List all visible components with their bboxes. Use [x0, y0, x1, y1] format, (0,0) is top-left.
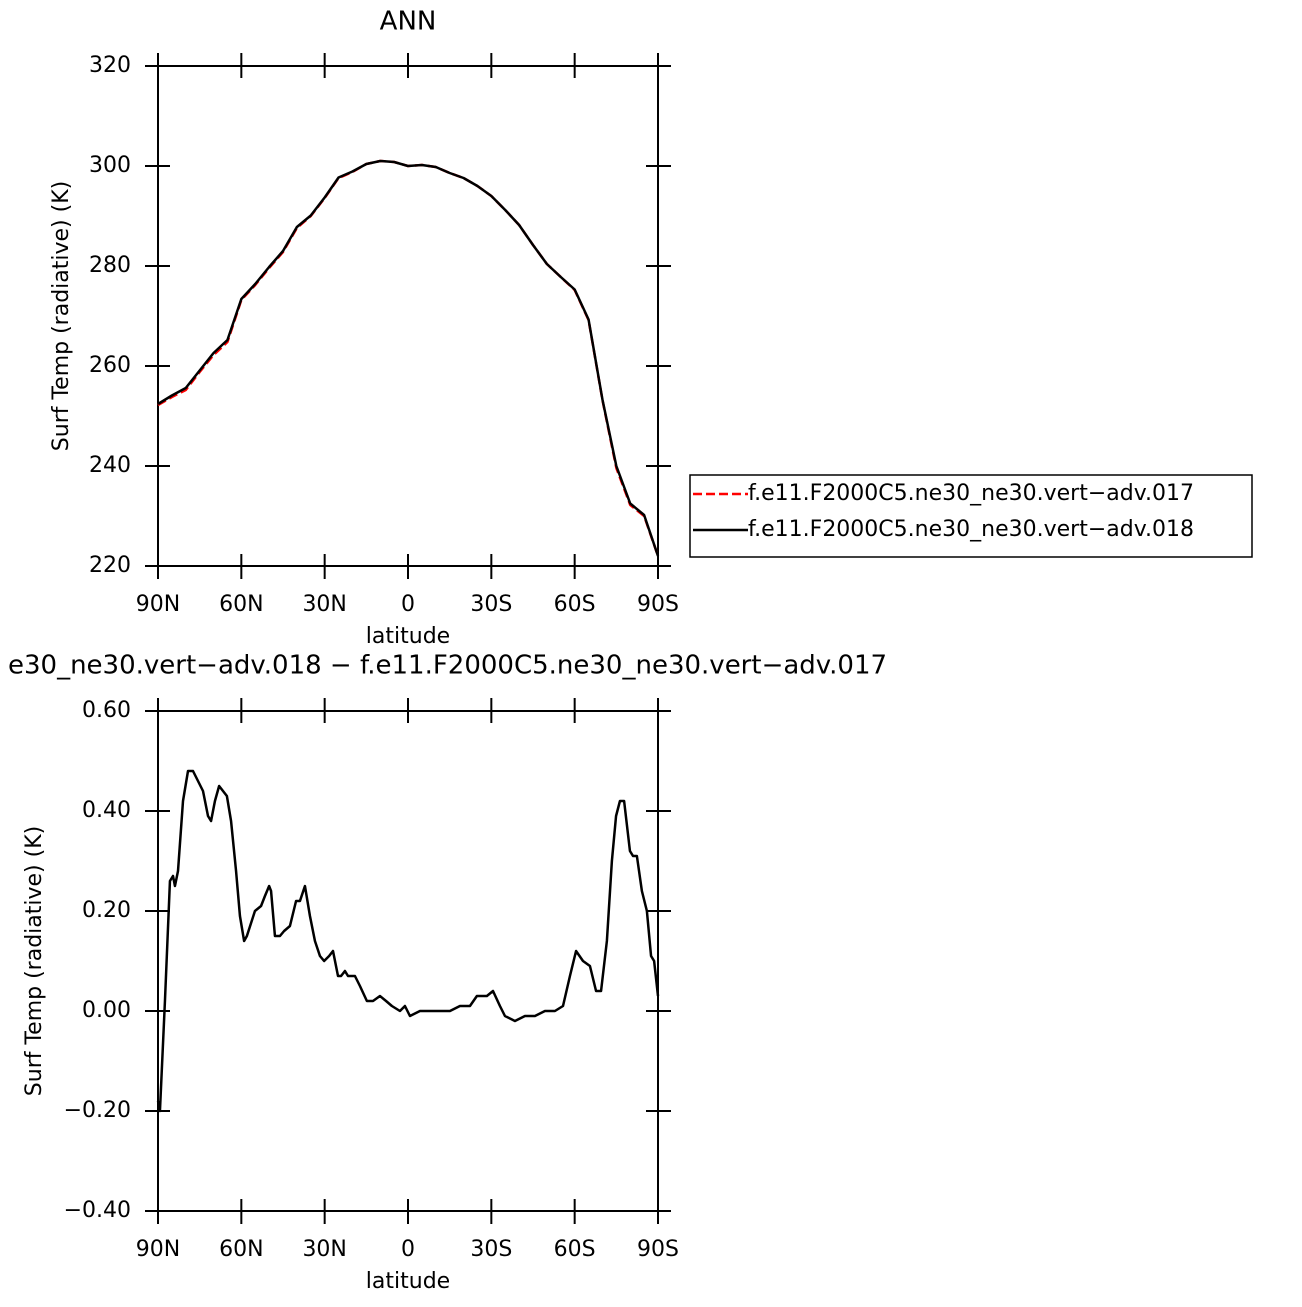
x-tick-label: 90N: [136, 1237, 180, 1262]
x-tick-label: 90S: [637, 1237, 679, 1262]
y-tick-label: 280: [89, 253, 131, 278]
x-tick-label: 90S: [637, 592, 679, 617]
chart-title: ANN: [380, 7, 437, 37]
y-tick-label: 220: [89, 553, 131, 578]
x-axis-label: latitude: [366, 1269, 450, 1294]
y-tick-label: 320: [89, 53, 131, 78]
legend-label: f.e11.F2000C5.ne30_ne30.vert−adv.018: [748, 517, 1194, 542]
y-tick-label: 300: [89, 153, 131, 178]
x-tick-label: 60S: [554, 592, 596, 617]
chart-title: e30_ne30.vert−adv.018 − f.e11.F2000C5.ne…: [8, 651, 887, 681]
data-line: [157, 159, 660, 557]
y-tick-label: 0.00: [82, 998, 131, 1023]
x-tick-label: 60N: [219, 592, 263, 617]
plot-frame: [157, 65, 659, 567]
data-line: [157, 159, 660, 557]
y-tick-label: 0.20: [82, 898, 131, 923]
y-tick-label: −0.40: [64, 1198, 131, 1223]
legend-box: [689, 474, 1253, 558]
x-tick-label: 60S: [554, 1237, 596, 1262]
x-tick-label: 60N: [219, 1237, 263, 1262]
x-tick-label: 30N: [302, 592, 346, 617]
data-line: [156, 769, 660, 1113]
y-axis-label: Surf Temp (radiative) (K): [22, 826, 47, 1096]
x-tick-label: 30N: [302, 1237, 346, 1262]
y-tick-label: 0.60: [82, 698, 131, 723]
y-tick-label: −0.20: [64, 1098, 131, 1123]
y-tick-label: 260: [89, 353, 131, 378]
y-tick-label: 240: [89, 453, 131, 478]
x-tick-label: 0: [401, 1237, 415, 1262]
x-tick-label: 30S: [470, 1237, 512, 1262]
y-tick-label: 0.40: [82, 798, 131, 823]
x-axis-label: latitude: [366, 624, 450, 649]
x-tick-label: 0: [401, 592, 415, 617]
x-tick-label: 30S: [470, 592, 512, 617]
legend-label: f.e11.F2000C5.ne30_ne30.vert−adv.017: [748, 481, 1194, 506]
y-axis-label: Surf Temp (radiative) (K): [49, 181, 74, 451]
x-tick-label: 90N: [136, 592, 180, 617]
